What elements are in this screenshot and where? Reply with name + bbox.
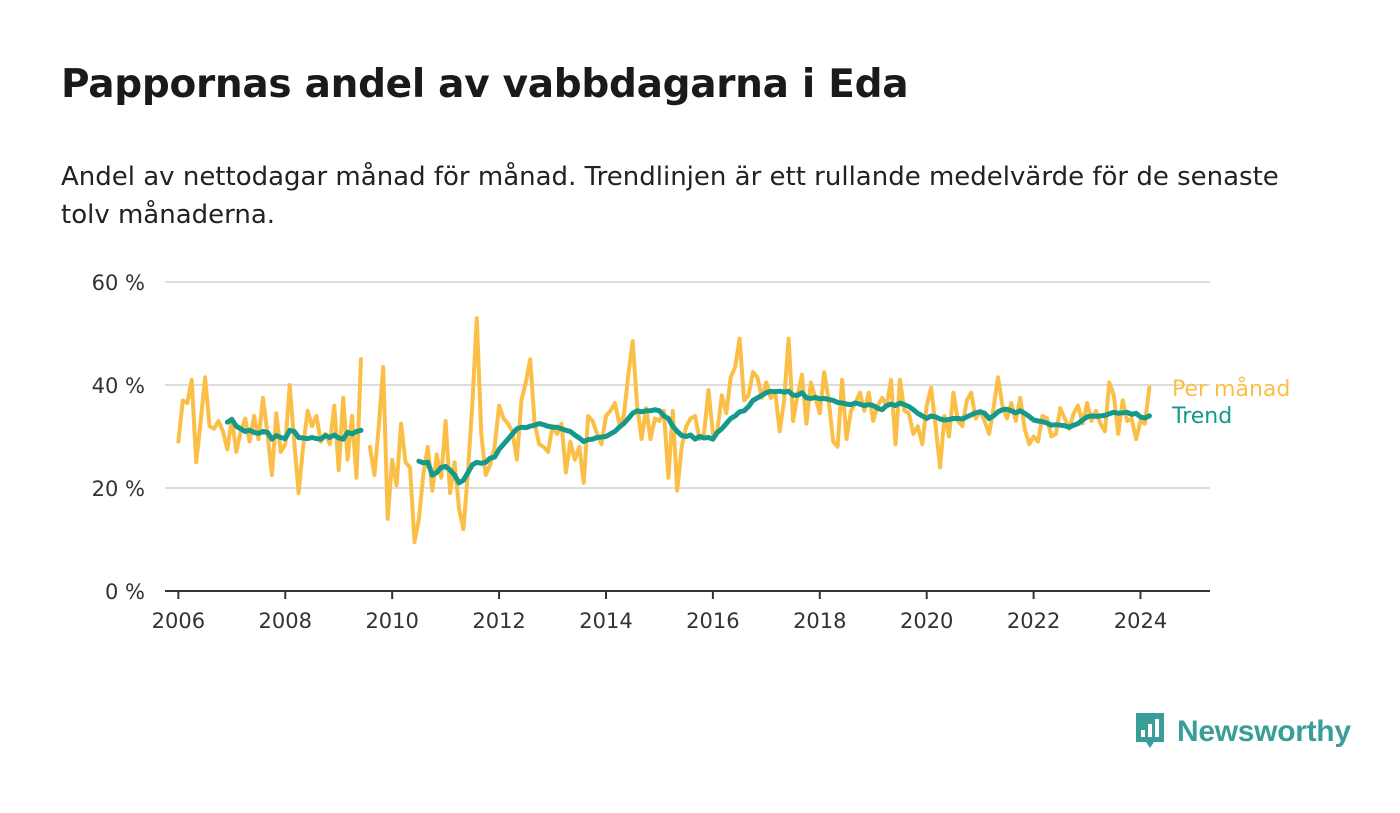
y-tick-label: 40 % [92, 374, 145, 398]
y-tick-label: 60 % [92, 271, 145, 295]
x-tick-label: 2008 [259, 609, 312, 633]
series-line-per-manad [176, 357, 363, 496]
x-tick-label: 2016 [686, 609, 739, 633]
y-tick-label: 0 % [105, 580, 145, 604]
y-tick-label: 20 % [92, 477, 145, 501]
x-tick-label: 2010 [365, 609, 418, 633]
x-tick-label: 2014 [579, 609, 632, 633]
series-line-trend [224, 417, 364, 442]
series-line-trend [416, 388, 1152, 486]
x-tick-label: 2024 [1114, 609, 1167, 633]
chart-subtitle: Andel av nettodagar månad för månad. Tre… [61, 162, 1279, 230]
newsworthy-logo-icon [1133, 710, 1167, 754]
x-tick-label: 2012 [472, 609, 525, 633]
brand-logo: Newsworthy [1133, 710, 1351, 754]
chart-title: Pappornas andel av vabbdagarna i Eda [61, 62, 909, 107]
series-line-per-manad [367, 316, 1152, 545]
series-label-trend: Trend [1171, 404, 1232, 429]
x-tick-label: 2006 [152, 609, 205, 633]
series-label-per-manad: Per månad [1172, 376, 1290, 402]
x-tick-label: 2020 [900, 609, 953, 633]
x-tick-label: 2022 [1007, 609, 1060, 633]
x-tick-label: 2018 [793, 609, 846, 633]
brand-name: Newsworthy [1177, 715, 1351, 748]
